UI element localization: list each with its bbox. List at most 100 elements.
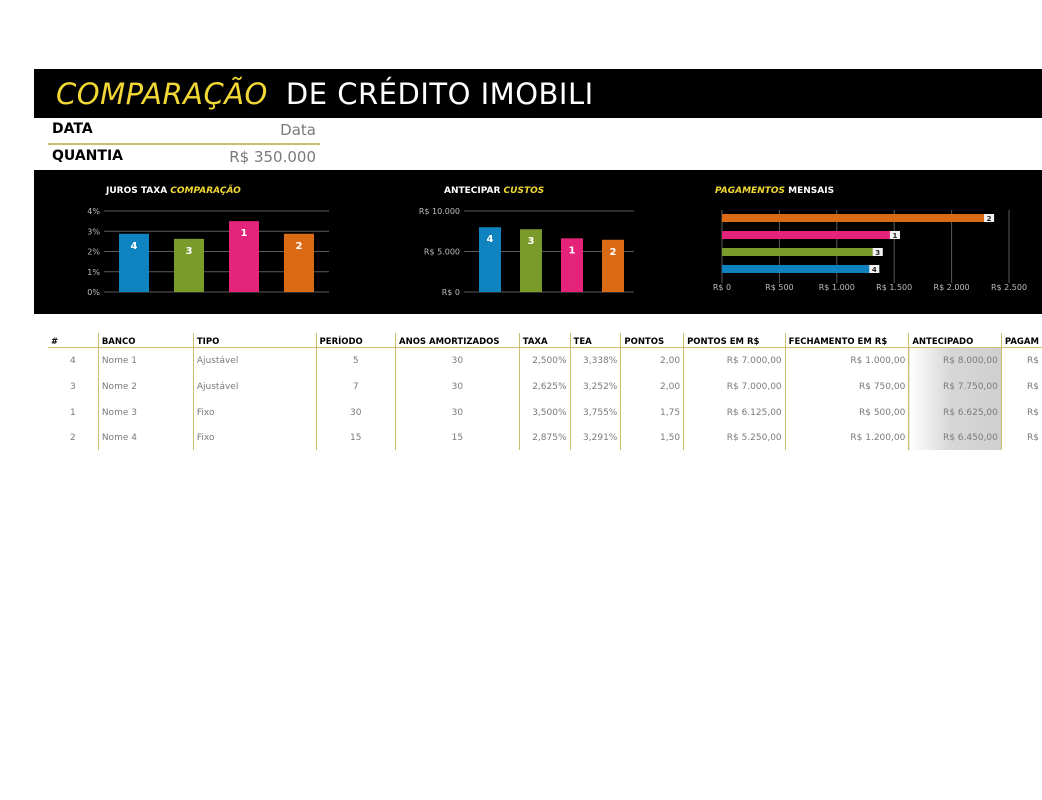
axis-tick-label: 3% bbox=[87, 227, 100, 236]
cell-points-value[interactable]: R$ 5.250,00 bbox=[683, 426, 786, 450]
cell-bank[interactable]: Nome 3 bbox=[97, 400, 194, 426]
cell-bank[interactable]: Nome 4 bbox=[97, 426, 194, 450]
amount-row: QUANTIA R$ 350.000 bbox=[48, 145, 320, 170]
cell-payment[interactable]: R$ bbox=[1000, 400, 1042, 426]
cell-rate[interactable]: 2,625% bbox=[518, 374, 571, 400]
bar bbox=[722, 231, 900, 239]
cell-type[interactable]: Ajustável bbox=[192, 347, 317, 374]
cell-amortized-years[interactable]: 30 bbox=[395, 374, 520, 400]
cell-number[interactable]: 3 bbox=[70, 382, 76, 392]
cell-number[interactable]: 1 bbox=[70, 408, 76, 418]
table-row: 4 Nome 1 Ajustável 5 30 2,500% 3,338% 2,… bbox=[48, 347, 1042, 374]
date-label: DATA bbox=[52, 121, 93, 137]
axis-tick-label: 1% bbox=[87, 268, 100, 277]
bar-label: 4 bbox=[487, 234, 494, 245]
charts-svg: JUROS TAXA COMPARAÇÃO 0% 1% 2% 3% 4% 4 3 1 2 ANTEC… bbox=[87, 185, 1027, 297]
date-value[interactable]: Data bbox=[280, 121, 316, 139]
axis-tick-label: R$ 10.000 bbox=[419, 207, 460, 216]
cell-type[interactable]: Ajustável bbox=[192, 374, 317, 400]
cell-amortized-years[interactable]: 15 bbox=[395, 426, 520, 450]
bar-label: 1 bbox=[893, 232, 898, 240]
cell-upfront[interactable]: R$ 7.750,00 bbox=[908, 374, 1002, 400]
cell-closing[interactable]: R$ 750,00 bbox=[784, 374, 909, 400]
axis-tick-label: 0% bbox=[87, 288, 100, 297]
bar-cap bbox=[889, 231, 900, 239]
cell-rate[interactable]: 2,875% bbox=[518, 426, 571, 450]
cell-period[interactable]: 5 bbox=[315, 347, 396, 374]
table-row: 2 Nome 4 Fixo 15 15 2,875% 3,291% 1,50 R… bbox=[48, 426, 1042, 450]
bar-cap bbox=[872, 248, 883, 256]
cell-rate[interactable]: 3,500% bbox=[518, 400, 571, 426]
axis-tick-label: R$ 0 bbox=[442, 288, 460, 297]
axis-tick-label: R$ 1.500 bbox=[876, 283, 912, 292]
cell-apr[interactable]: 3,252% bbox=[569, 374, 621, 400]
cell-number[interactable]: 2 bbox=[70, 433, 76, 443]
amount-label: QUANTIA bbox=[52, 148, 123, 164]
col-header-type: TIPO bbox=[192, 333, 317, 348]
cell-apr[interactable]: 3,338% bbox=[569, 347, 621, 374]
cell-points[interactable]: 2,00 bbox=[620, 374, 684, 400]
cell-closing[interactable]: R$ 500,00 bbox=[784, 400, 909, 426]
cell-payment[interactable]: R$ bbox=[1000, 426, 1042, 450]
bar bbox=[602, 239, 624, 292]
cell-apr[interactable]: 3,291% bbox=[569, 426, 621, 450]
cell-apr[interactable]: 3,755% bbox=[569, 400, 621, 426]
date-row: DATA Data bbox=[48, 118, 320, 145]
bar-cap bbox=[984, 214, 995, 222]
cell-payment[interactable]: R$ bbox=[1000, 374, 1042, 400]
cell-period[interactable]: 30 bbox=[315, 400, 396, 426]
comparison-table: # BANCO TIPO PERÍODO ANOS AMORTIZADOS TA… bbox=[48, 333, 1042, 450]
cell-points[interactable]: 2,00 bbox=[620, 347, 684, 374]
cell-number[interactable]: 4 bbox=[70, 356, 76, 366]
cell-payment[interactable]: R$ bbox=[1000, 347, 1042, 374]
bar-label: 1 bbox=[241, 228, 248, 239]
cell-period[interactable]: 7 bbox=[315, 374, 396, 400]
cell-type[interactable]: Fixo bbox=[192, 400, 317, 426]
cell-closing[interactable]: R$ 1.000,00 bbox=[784, 347, 909, 374]
cell-points-value[interactable]: R$ 7.000,00 bbox=[683, 347, 786, 374]
bar bbox=[284, 233, 314, 292]
cell-points[interactable]: 1,50 bbox=[620, 426, 684, 450]
bar bbox=[722, 265, 880, 273]
axis-tick-label: 2% bbox=[87, 248, 100, 257]
cell-upfront[interactable]: R$ 6.450,00 bbox=[908, 426, 1002, 450]
page-title-highlight: COMPARAÇÃO bbox=[56, 76, 268, 111]
col-header-period: PERÍODO bbox=[315, 333, 396, 348]
bar-label: 2 bbox=[610, 247, 617, 258]
cell-bank[interactable]: Nome 2 bbox=[97, 374, 194, 400]
bar-label: 4 bbox=[872, 266, 877, 274]
chart-title: ANTECIPAR CUSTOS bbox=[444, 186, 544, 196]
bar bbox=[119, 233, 149, 292]
cell-points-value[interactable]: R$ 7.000,00 bbox=[683, 374, 786, 400]
table-row: 3 Nome 2 Ajustável 7 30 2,625% 3,252% 2,… bbox=[48, 374, 1042, 400]
cell-closing[interactable]: R$ 1.200,00 bbox=[784, 426, 909, 450]
axis-tick-label: R$ 2.000 bbox=[934, 283, 970, 292]
cell-upfront[interactable]: R$ 8.000,00 bbox=[908, 347, 1002, 374]
cell-type[interactable]: Fixo bbox=[192, 426, 317, 450]
title-bar: COMPARAÇÃO DE CRÉDITO IMOBILI bbox=[34, 69, 1042, 118]
bar bbox=[722, 248, 883, 256]
cell-bank[interactable]: Nome 1 bbox=[97, 347, 194, 374]
cell-period[interactable]: 15 bbox=[315, 426, 396, 450]
col-header-closing: FECHAMENTO EM R$ bbox=[784, 333, 909, 348]
col-header-payment: PAGAM bbox=[1000, 333, 1042, 348]
cell-amortized-years[interactable]: 30 bbox=[395, 400, 520, 426]
col-header-rate: TAXA bbox=[518, 333, 571, 348]
bar bbox=[722, 214, 995, 222]
cell-rate[interactable]: 2,500% bbox=[518, 347, 571, 374]
cell-points[interactable]: 1,75 bbox=[620, 400, 684, 426]
axis-tick-label: R$ 5.000 bbox=[424, 248, 460, 257]
cell-upfront[interactable]: R$ 6.625,00 bbox=[908, 400, 1002, 426]
bar bbox=[520, 229, 542, 292]
charts-panel: JUROS TAXA COMPARAÇÃO 0% 1% 2% 3% 4% 4 3 1 2 ANTEC… bbox=[34, 170, 1042, 314]
cell-amortized-years[interactable]: 30 bbox=[395, 347, 520, 374]
chart-title: PAGAMENTOS MENSAIS bbox=[715, 186, 834, 196]
axis-tick-label: R$ 500 bbox=[765, 283, 793, 292]
cell-points-value[interactable]: R$ 6.125,00 bbox=[683, 400, 786, 426]
axis-tick-label: 4% bbox=[87, 207, 100, 216]
bar-label: 1 bbox=[569, 245, 576, 256]
axis-tick-label: R$ 0 bbox=[713, 283, 731, 292]
bar-label: 4 bbox=[131, 241, 138, 252]
amount-value[interactable]: R$ 350.000 bbox=[229, 148, 316, 166]
bar bbox=[561, 238, 583, 292]
